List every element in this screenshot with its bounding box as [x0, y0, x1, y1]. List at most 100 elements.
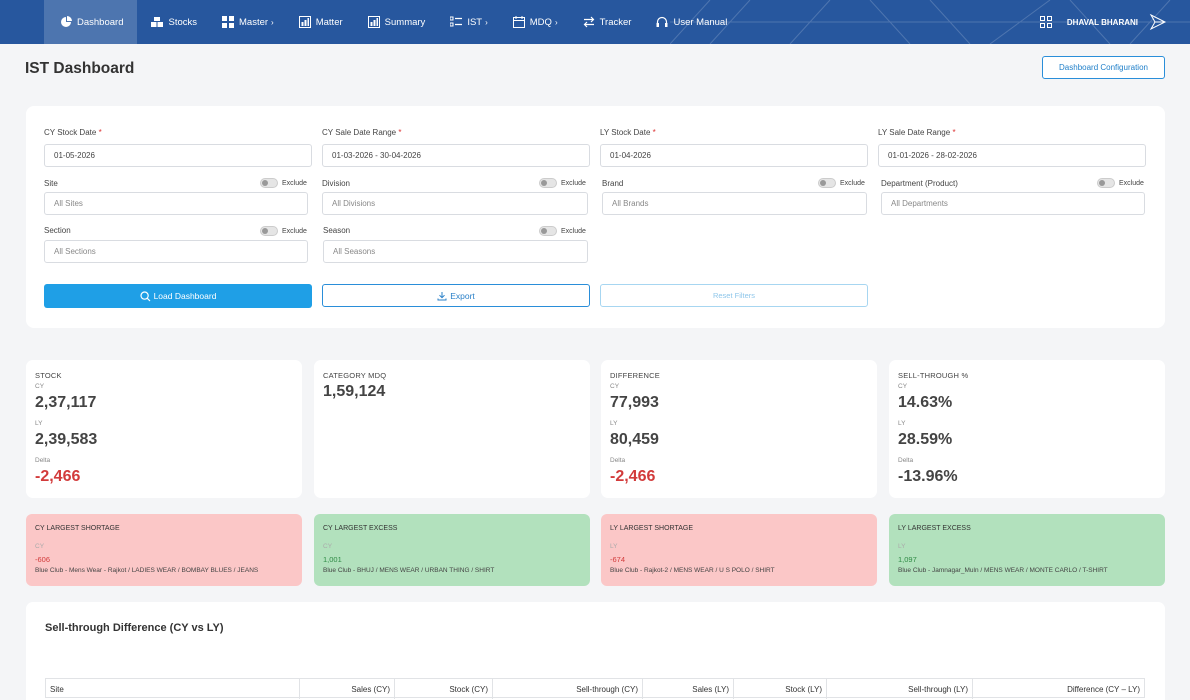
- season-exclude-toggle[interactable]: Exclude: [539, 226, 586, 236]
- site-exclude-toggle[interactable]: Exclude: [260, 178, 307, 188]
- exclude-label: Exclude: [561, 179, 586, 187]
- ly-largest-shortage-card: LY LARGEST SHORTAGE LY -674 Blue Club - …: [601, 514, 877, 586]
- nav-ist[interactable]: IST ›: [436, 0, 498, 44]
- excess-detail: Blue Club - Jamnagar_Muln / MENS WEAR / …: [898, 567, 1108, 574]
- table-title: Sell-through Difference (CY vs LY): [45, 622, 224, 634]
- column-header-sell-through-ly[interactable]: Sell-through (LY): [827, 679, 973, 699]
- ly-label: LY: [610, 420, 618, 427]
- department-select[interactable]: All Departments: [881, 192, 1145, 215]
- dashboard-configuration-button[interactable]: Dashboard Configuration: [1042, 56, 1165, 79]
- cy-largest-excess-card: CY LARGEST EXCESS CY 1,001 Blue Club - B…: [314, 514, 590, 586]
- section-exclude-toggle[interactable]: Exclude: [260, 226, 307, 236]
- column-header-sales-ly[interactable]: Sales (LY): [643, 679, 734, 699]
- category-mdq-value: 1,59,124: [323, 383, 386, 400]
- nav-tracker[interactable]: Tracker: [569, 0, 643, 44]
- chevron-right-icon: ›: [554, 17, 558, 27]
- nav-master[interactable]: Master ›: [208, 0, 285, 44]
- column-header-stock-cy[interactable]: Stock (CY): [395, 679, 493, 699]
- nav-user-manual[interactable]: User Manual: [642, 0, 738, 44]
- report-icon: [298, 16, 311, 28]
- card-title: CY LARGEST SHORTAGE: [35, 525, 120, 532]
- boxes-icon: [151, 16, 164, 28]
- ly-largest-excess-card: LY LARGEST EXCESS LY 1,097 Blue Club - J…: [889, 514, 1165, 586]
- stock-ly-value: 2,39,583: [35, 431, 98, 448]
- card-title: LY LARGEST EXCESS: [898, 525, 971, 532]
- ly-sale-date-range-field[interactable]: 01-01-2026 - 28-02-2026: [878, 144, 1146, 167]
- nav-stocks[interactable]: Stocks: [137, 0, 208, 44]
- reset-filters-button[interactable]: Reset Filters: [600, 284, 868, 307]
- nav-label: Stocks: [168, 16, 197, 28]
- department-label: Department (Product): [881, 179, 958, 188]
- cy-sale-date-range-field[interactable]: 01-03-2026 - 30-04-2026: [322, 144, 590, 167]
- ly-label: LY: [898, 420, 906, 427]
- nav-summary[interactable]: Summary: [354, 0, 437, 44]
- season-select[interactable]: All Seasons: [323, 240, 588, 263]
- difference-delta-value: -2,466: [610, 468, 656, 485]
- grid-icon: [222, 16, 234, 28]
- nav-dashboard[interactable]: Dashboard: [44, 0, 138, 44]
- stock-card: STOCK CY 2,37,117 LY 2,39,583 Delta -2,4…: [26, 360, 302, 498]
- nav-label: User Manual: [673, 16, 728, 28]
- nav-matter[interactable]: Matter: [285, 0, 354, 44]
- toggle-switch[interactable]: [539, 178, 557, 188]
- cy-largest-shortage-card: CY LARGEST SHORTAGE CY -606 Blue Club - …: [26, 514, 302, 586]
- list-icon: [450, 16, 463, 28]
- shortage-value: -674: [610, 555, 626, 564]
- period-label: LY: [610, 543, 618, 550]
- cy-stock-date-field[interactable]: 01-05-2026: [44, 144, 312, 167]
- division-exclude-toggle[interactable]: Exclude: [539, 178, 586, 188]
- nav-label: Summary: [384, 16, 426, 28]
- column-header-sales-cy[interactable]: Sales (CY): [300, 679, 395, 699]
- nav-label: IST: [467, 16, 483, 28]
- cy-label: CY: [898, 383, 908, 390]
- ly-label: LY: [35, 420, 43, 427]
- toggle-switch[interactable]: [260, 178, 278, 188]
- nav-label: Dashboard: [77, 16, 124, 28]
- brand-label: Brand: [602, 179, 624, 188]
- toggle-switch[interactable]: [539, 226, 557, 236]
- brand-exclude-toggle[interactable]: Exclude: [818, 178, 865, 188]
- difference-ly-value: 80,459: [610, 431, 659, 448]
- transfer-icon: [583, 16, 595, 28]
- excess-detail: Blue Club - BHUJ / MENS WEAR / URBAN THI…: [323, 567, 495, 574]
- toggle-switch[interactable]: [260, 226, 278, 236]
- header-decoration: [670, 0, 1190, 44]
- difference-card: DIFFERENCE CY 77,993 LY 80,459 Delta -2,…: [601, 360, 877, 498]
- apps-grid-icon[interactable]: [1039, 16, 1052, 28]
- site-select[interactable]: All Sites: [44, 192, 308, 215]
- company-logo-icon: [1149, 13, 1167, 31]
- column-header-stock-ly[interactable]: Stock (LY): [734, 679, 827, 699]
- sell-through-ly-value: 28.59%: [898, 431, 953, 448]
- main-nav: Dashboard Stocks Master › Matter Summary…: [44, 0, 738, 44]
- toggle-switch[interactable]: [1097, 178, 1115, 188]
- toggle-switch[interactable]: [818, 178, 836, 188]
- section-select[interactable]: All Sections: [44, 240, 308, 263]
- pie-chart-icon: [60, 16, 72, 28]
- table-header: Site Sales (CY) Stock (CY) Sell-through …: [45, 678, 1145, 699]
- chevron-right-icon: ›: [271, 17, 274, 27]
- division-label: Division: [322, 179, 351, 188]
- load-dashboard-label: Load Dashboard: [153, 291, 217, 301]
- card-title: CATEGORY MDQ: [323, 371, 387, 380]
- headset-icon: [656, 16, 668, 28]
- chevron-right-icon: ›: [485, 17, 488, 27]
- report-icon: [367, 16, 380, 28]
- load-dashboard-button[interactable]: Load Dashboard: [44, 284, 312, 308]
- card-title: SELL-THROUGH %: [898, 371, 969, 380]
- column-header-site[interactable]: Site: [46, 679, 300, 699]
- card-title: CY LARGEST EXCESS: [323, 525, 398, 532]
- column-header-difference[interactable]: Difference (CY – LY): [1067, 684, 1140, 694]
- brand-select[interactable]: All Brands: [602, 192, 867, 215]
- ly-stock-date-field[interactable]: 01-04-2026: [600, 144, 868, 167]
- department-exclude-toggle[interactable]: Exclude: [1097, 178, 1144, 188]
- cy-label: CY: [610, 383, 620, 390]
- nav-mdq[interactable]: MDQ ›: [499, 0, 569, 44]
- stock-cy-value: 2,37,117: [35, 394, 97, 411]
- division-select[interactable]: All Divisions: [322, 192, 588, 215]
- download-icon: [437, 291, 447, 300]
- column-header-sell-through-cy[interactable]: Sell-through (CY): [493, 679, 643, 699]
- exclude-label: Exclude: [282, 179, 307, 187]
- user-name[interactable]: DHAVAL BHARANI: [1066, 17, 1138, 27]
- sell-through-cy-value: 14.63%: [898, 394, 953, 411]
- export-button[interactable]: Export: [322, 284, 590, 307]
